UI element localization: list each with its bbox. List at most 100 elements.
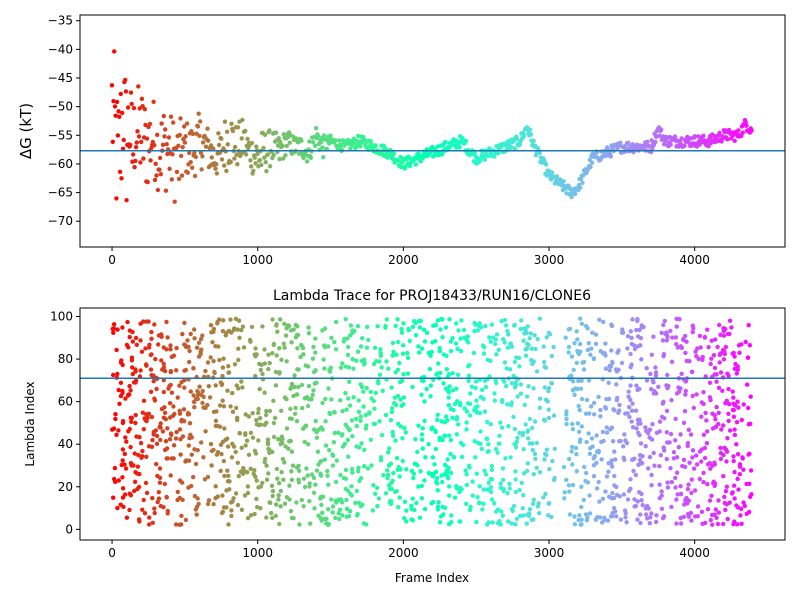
lambda-point [483, 323, 488, 329]
delta-g-point [195, 124, 201, 129]
lambda-point [637, 457, 643, 463]
lambda-point [306, 442, 311, 447]
lambda-point [505, 491, 510, 496]
lambda-point [630, 457, 635, 462]
lambda-point [303, 363, 308, 368]
lambda-point [405, 371, 411, 376]
delta-g-point [141, 156, 146, 161]
delta-g-point [257, 157, 263, 163]
lambda-point [287, 483, 292, 488]
lambda-point [217, 357, 222, 363]
lambda-point [165, 456, 170, 461]
delta-g-point [150, 139, 155, 145]
lambda-point [492, 398, 497, 403]
lambda-point [401, 372, 406, 377]
lambda-point [350, 470, 355, 475]
lambda-point [280, 440, 285, 446]
lambda-point [490, 520, 495, 525]
lambda-point [333, 479, 339, 485]
lambda-point [579, 396, 585, 402]
lambda-point [507, 367, 513, 372]
lambda-point [433, 338, 438, 344]
lambda-point [576, 517, 581, 523]
delta-g-point [139, 139, 144, 145]
delta-g-point [265, 152, 271, 157]
lambda-point [595, 449, 600, 454]
delta-g-point [320, 145, 325, 150]
lambda-point [354, 488, 359, 494]
delta-g-point [522, 132, 527, 138]
lambda-point [716, 385, 722, 390]
delta-g-point [259, 162, 264, 168]
lambda-point [395, 339, 401, 345]
lambda-point [579, 378, 584, 383]
lambda-point [175, 395, 180, 400]
lambda-point [141, 398, 147, 403]
lambda-point [307, 481, 312, 486]
lambda-point [130, 365, 135, 370]
lambda-point [199, 440, 204, 445]
lambda-point [201, 394, 206, 400]
delta-g-point [321, 155, 326, 160]
lambda-point [329, 397, 334, 402]
lambda-point [325, 522, 331, 528]
lambda-point [426, 442, 431, 447]
lambda-point [209, 463, 214, 468]
lambda-point [159, 358, 164, 363]
lambda-point [704, 418, 709, 423]
lambda-point [359, 441, 364, 446]
lambda-point [191, 399, 197, 405]
delta-g-point [113, 113, 118, 118]
lambda-point [133, 369, 138, 374]
lambda-point [725, 331, 731, 337]
lambda-point [698, 345, 703, 350]
lambda-point [180, 434, 186, 439]
lambda-point [127, 328, 132, 333]
lambda-point [181, 418, 186, 423]
lambda-point [397, 379, 403, 385]
delta-g-point [679, 136, 684, 141]
lambda-point [665, 372, 670, 378]
delta-g-point [219, 136, 224, 141]
lambda-point [697, 333, 703, 339]
lambda-point [731, 414, 737, 419]
lambda-point [657, 464, 662, 469]
lambda-point [690, 329, 695, 335]
lambda-point [185, 338, 190, 343]
lambda-point [311, 475, 317, 481]
lambda-point [486, 442, 491, 447]
lambda-point [214, 409, 219, 414]
lambda-point [133, 335, 139, 341]
lambda-point [271, 342, 276, 348]
lambda-point [621, 455, 626, 460]
lambda-point [362, 464, 367, 469]
lambda-point [122, 451, 128, 457]
lambda-point [621, 444, 626, 449]
lambda-point [675, 492, 680, 497]
delta-g-point [608, 154, 614, 159]
lambda-point [166, 386, 171, 391]
lambda-point [718, 456, 723, 462]
lambda-point [489, 477, 495, 482]
lambda-point [713, 507, 718, 512]
lambda-point [591, 356, 597, 361]
lambda-point [192, 405, 197, 410]
lambda-point [481, 487, 486, 492]
lambda-point [603, 341, 608, 346]
lambda-point [380, 388, 385, 393]
lambda-point [327, 369, 333, 374]
lambda-point [249, 324, 255, 330]
lambda-point [318, 496, 323, 501]
lambda-point [633, 408, 639, 413]
lambda-point [111, 322, 117, 327]
lambda-point [511, 373, 516, 379]
lambda-point [654, 513, 659, 518]
lambda-point [243, 443, 248, 448]
lambda-point [626, 405, 632, 410]
lambda-point [474, 519, 479, 525]
lambda-point [576, 403, 581, 409]
delta-g-point [682, 143, 687, 148]
lambda-point [325, 473, 330, 478]
lambda-point [361, 404, 366, 409]
lambda-point [226, 370, 232, 375]
